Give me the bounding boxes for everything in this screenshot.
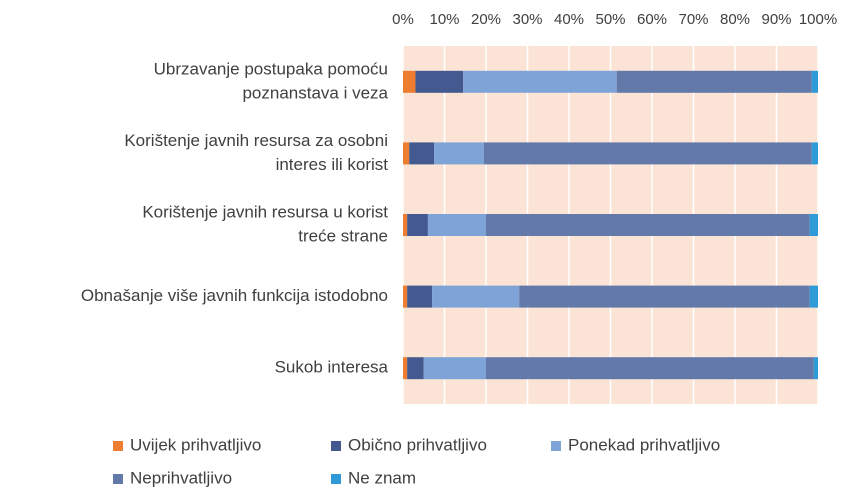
- bar-segment: [434, 142, 484, 165]
- legend-label: Obično prihvatljivo: [348, 435, 487, 454]
- bar-segment: [616, 70, 812, 93]
- x-tick-label: 0%: [392, 11, 414, 28]
- x-tick-label: 90%: [761, 11, 791, 28]
- y-tick-label: treće strane: [298, 226, 388, 245]
- bar-segment: [409, 142, 435, 165]
- bar-segment: [415, 70, 464, 93]
- bar-segment: [403, 285, 408, 308]
- bar-segment: [432, 285, 520, 308]
- bar-segment: [427, 214, 486, 236]
- bar-segment: [811, 70, 818, 93]
- bar-segment: [519, 285, 810, 308]
- bar-segment: [403, 70, 416, 93]
- bar-segment: [407, 214, 428, 236]
- legend-swatch: [551, 441, 561, 451]
- y-tick-label: Obnašanje više javnih funkcija istodobno: [81, 286, 388, 305]
- bar-segment: [423, 357, 486, 380]
- bar-segment: [809, 214, 818, 236]
- x-tick-label: 10%: [429, 11, 459, 28]
- legend-label: Ponekad prihvatljivo: [568, 435, 720, 454]
- bar-segment: [486, 357, 814, 380]
- y-tick-label: Ubrzavanje postupaka pomoću: [154, 59, 388, 78]
- legend-label: Uvijek prihvatljivo: [130, 435, 261, 454]
- bar-segment: [483, 142, 812, 165]
- bar-segment: [463, 70, 617, 93]
- x-tick-label: 100%: [799, 11, 837, 28]
- bar-segment: [407, 285, 433, 308]
- x-tick-label: 20%: [471, 11, 501, 28]
- x-tick-label: 30%: [512, 11, 542, 28]
- legend-swatch: [331, 474, 341, 484]
- x-tick-label: 70%: [678, 11, 708, 28]
- x-tick-label: 60%: [637, 11, 667, 28]
- y-tick-label: Korištenje javnih resursa za osobni: [124, 131, 388, 150]
- bar-segment: [407, 357, 424, 380]
- bar-segment: [813, 357, 818, 380]
- x-tick-label: 50%: [595, 11, 625, 28]
- legend-swatch: [331, 441, 341, 451]
- bar-segment: [403, 357, 408, 380]
- y-tick-label: poznanstava i veza: [242, 83, 388, 102]
- y-tick-label: interes ili korist: [276, 155, 389, 174]
- bar-segment: [811, 142, 818, 165]
- legend-label: Neprihvatljivo: [130, 468, 232, 487]
- legend-swatch: [113, 474, 123, 484]
- bar-segment: [403, 214, 408, 236]
- bar-segment: [486, 214, 810, 236]
- x-tick-label: 40%: [554, 11, 584, 28]
- y-tick-label: Korištenje javnih resursa u korist: [142, 202, 388, 221]
- legend-label: Ne znam: [348, 468, 416, 487]
- bar-segment: [403, 142, 410, 165]
- x-tick-label: 80%: [720, 11, 750, 28]
- y-tick-label: Sukob interesa: [275, 358, 389, 377]
- legend-swatch: [113, 441, 123, 451]
- bar-segment: [809, 285, 818, 308]
